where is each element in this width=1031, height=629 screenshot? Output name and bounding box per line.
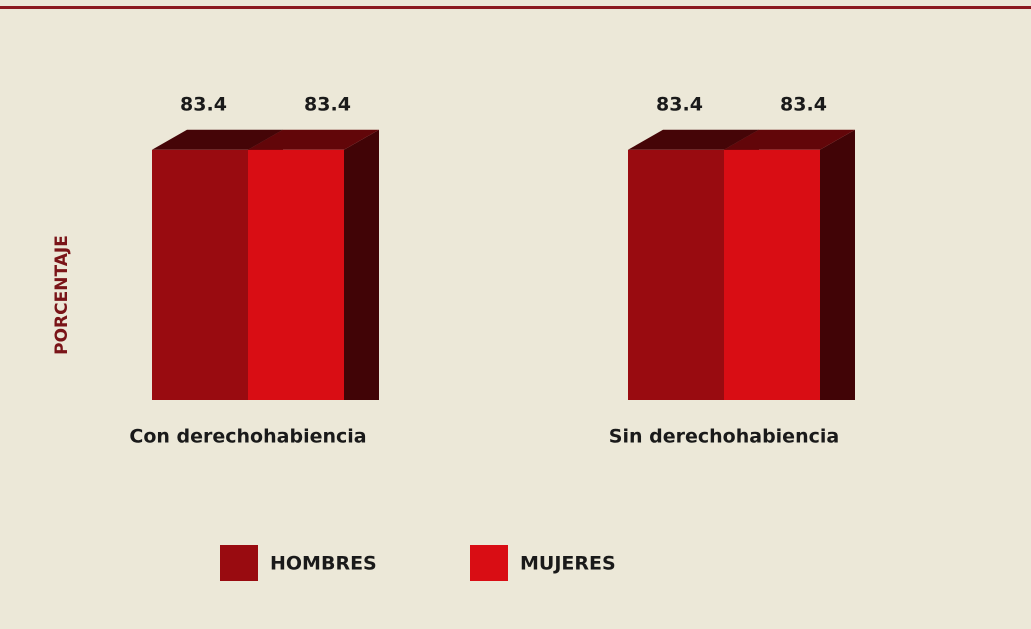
legend-label: HOMBRES (270, 553, 377, 575)
bar-top (248, 129, 379, 150)
legend-swatch (220, 545, 258, 581)
y-axis-label: PORCENTAJE (52, 235, 72, 355)
x-tick-label: Sin derechohabiencia (609, 426, 839, 448)
data-label: 83.4 (180, 93, 227, 115)
bar-top (628, 129, 759, 150)
bar-front (628, 149, 724, 400)
legend-label: MUJERES (520, 553, 616, 575)
x-tick-label: Con derechohabiencia (129, 426, 366, 448)
bar-top (152, 129, 283, 150)
bar (248, 129, 379, 401)
bar-front (724, 149, 820, 400)
legend-swatch (470, 545, 508, 581)
bar-side (344, 129, 379, 401)
bar-top (724, 129, 855, 150)
bar-front (152, 149, 248, 400)
bar-side (820, 129, 855, 401)
data-label: 83.4 (656, 93, 703, 115)
bar-front (248, 149, 344, 400)
top-rule (0, 6, 1031, 9)
bar (724, 129, 855, 401)
data-label: 83.4 (304, 93, 351, 115)
data-label: 83.4 (780, 93, 827, 115)
